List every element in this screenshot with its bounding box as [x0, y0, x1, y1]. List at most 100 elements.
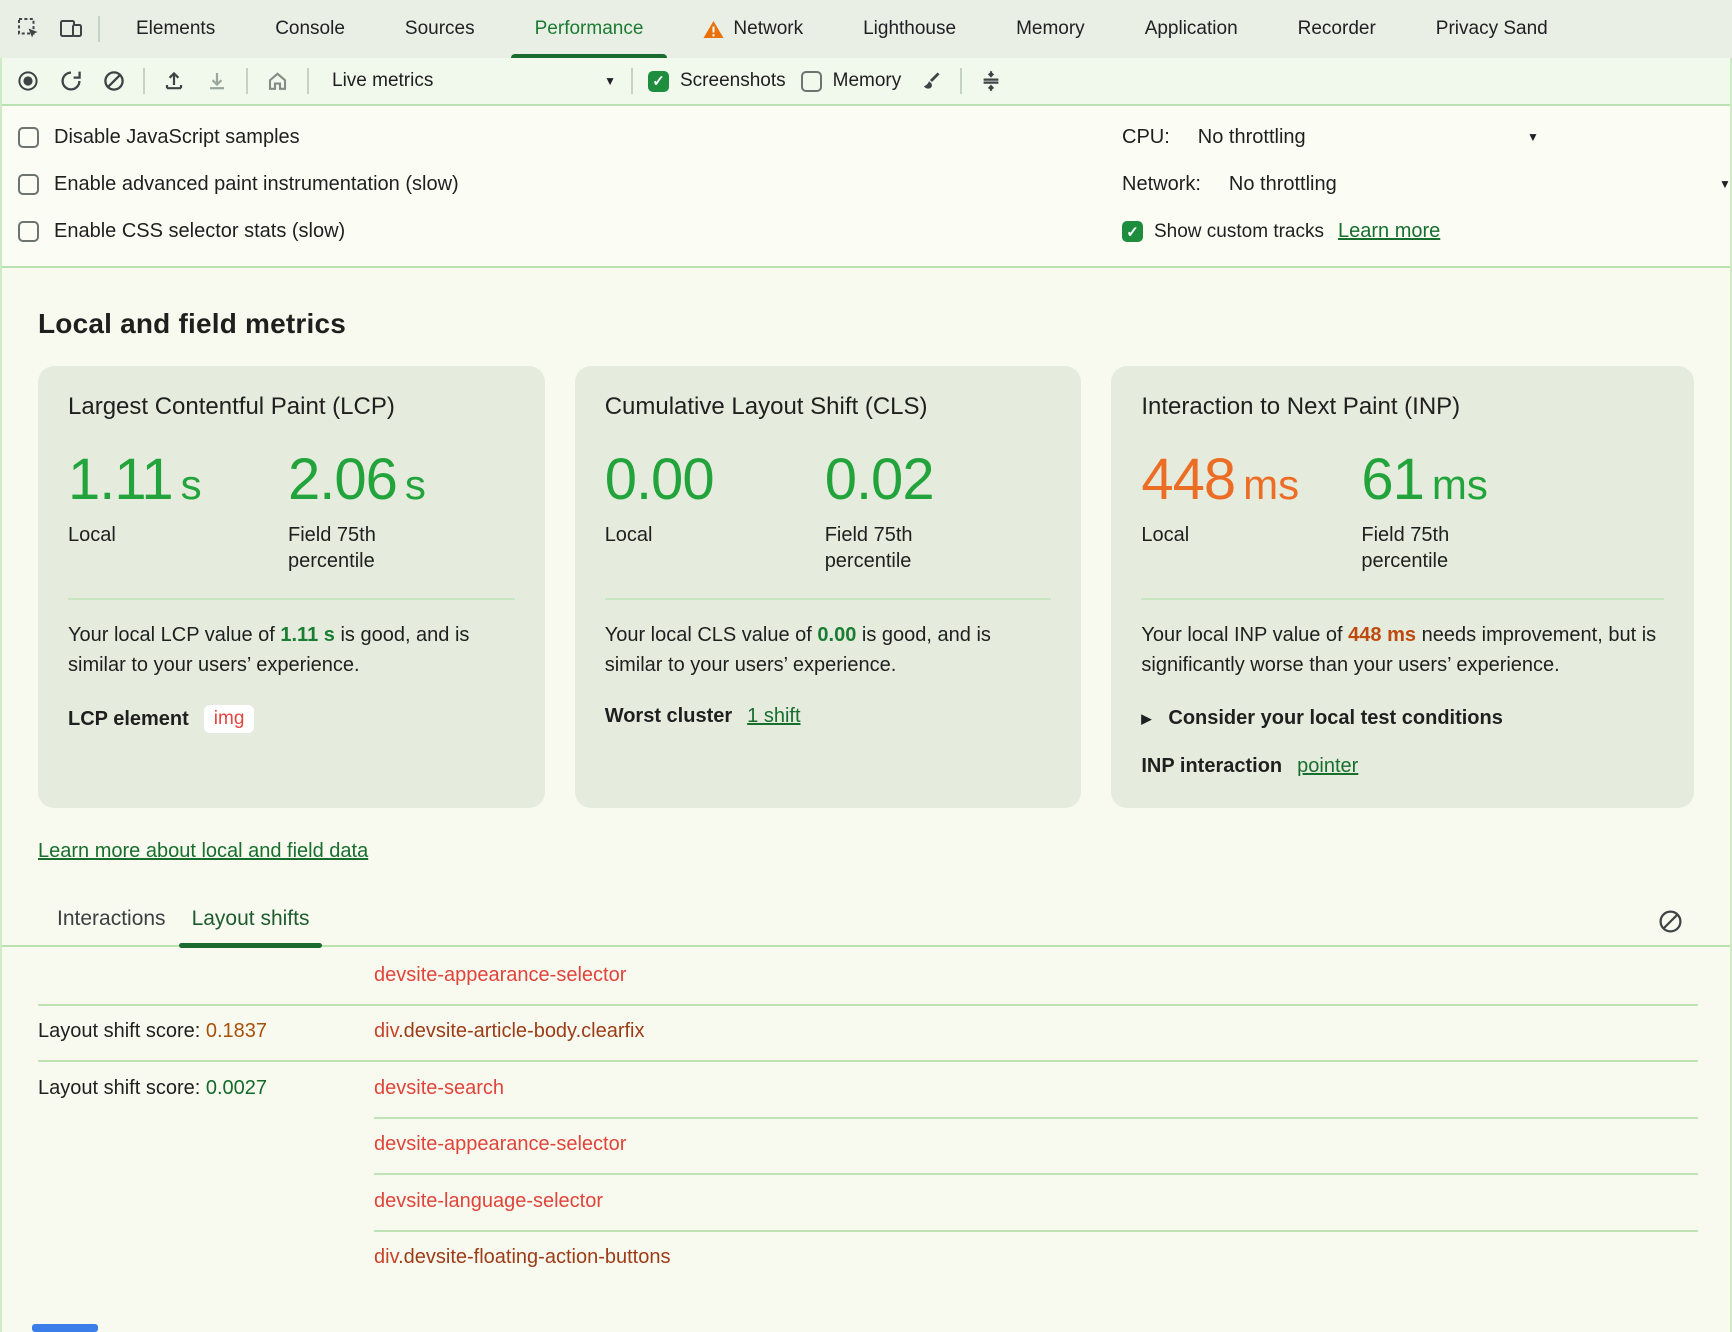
clear-recording-icon[interactable] — [100, 67, 128, 95]
logs-section: Interactions Layout shifts devsite-appea… — [2, 901, 1730, 1286]
tab-label: Sources — [405, 18, 475, 40]
lcp-element-link[interactable]: img — [204, 705, 255, 733]
desc-value: 1.11 s — [280, 624, 335, 646]
network-throttling-select[interactable]: Network: No throttling ▼ — [1122, 161, 1732, 208]
inp-interaction-row: INP interaction pointer — [1141, 755, 1664, 778]
lcp-element-row: LCP element img — [68, 705, 515, 733]
load-profile-icon[interactable] — [160, 67, 188, 95]
local-label: Local — [605, 522, 740, 548]
checkbox-checked-icon[interactable]: ✓ — [648, 71, 669, 92]
layout-shifts-table: devsite-appearance-selector Layout shift… — [2, 947, 1730, 1286]
screenshots-checkbox[interactable]: ✓ Screenshots — [648, 70, 786, 92]
screenshots-label: Screenshots — [680, 70, 786, 92]
tab-label: Layout shifts — [192, 907, 310, 930]
tab-layout-shifts[interactable]: Layout shifts — [179, 907, 323, 945]
tab-console[interactable]: Console — [245, 0, 375, 58]
shift-element-link[interactable]: devsite-appearance-selector — [374, 964, 626, 987]
shift-element-link[interactable]: devsite-language-selector — [374, 1190, 603, 1213]
gc-brush-icon[interactable] — [916, 67, 945, 96]
tab-lighthouse[interactable]: Lighthouse — [833, 0, 986, 58]
layout-shift-row: div.devsite-floating-action-buttons — [2, 1230, 1730, 1287]
shift-element-link[interactable]: div.devsite-floating-action-buttons — [374, 1246, 670, 1269]
score-value: 0.0027 — [206, 1077, 267, 1099]
custom-tracks-learn-more-link[interactable]: Learn more — [1338, 220, 1440, 243]
checkbox-unchecked-icon[interactable] — [18, 174, 39, 195]
shift-element-link[interactable]: div.devsite-article-body.clearfix — [374, 1020, 644, 1043]
layout-shift-row: devsite-appearance-selector — [2, 947, 1730, 1004]
cls-card-title: Cumulative Layout Shift (CLS) — [605, 393, 1052, 421]
devtools-window: Elements Console Sources Performance Net… — [0, 0, 1732, 1332]
cpu-label: CPU: — [1122, 126, 1170, 149]
tab-interactions[interactable]: Interactions — [44, 907, 179, 945]
checkbox-label: Enable CSS selector stats (slow) — [54, 220, 345, 243]
record-icon[interactable] — [14, 67, 42, 95]
field-label: Field 75th percentile — [288, 522, 423, 574]
tab-performance[interactable]: Performance — [505, 0, 674, 58]
tabbar-icon-group — [0, 0, 106, 58]
divider — [631, 68, 633, 94]
field-label: Field 75th percentile — [1361, 522, 1496, 574]
cls-field-value: 0.02 — [825, 446, 960, 513]
capture-settings: Disable JavaScript samples Enable advanc… — [2, 106, 1730, 268]
tab-label: Lighthouse — [863, 18, 956, 40]
tab-sources[interactable]: Sources — [375, 0, 505, 58]
shift-element-link[interactable]: devsite-appearance-selector — [374, 1133, 626, 1156]
show-custom-tracks-checkbox[interactable]: ✓ Show custom tracks — [1122, 221, 1324, 243]
local-label: Local — [1141, 522, 1276, 548]
layout-shift-row: devsite-appearance-selector — [2, 1117, 1730, 1174]
device-toolbar-icon[interactable] — [56, 14, 86, 44]
disclosure-label: Consider your local test conditions — [1168, 707, 1503, 730]
value: 448 — [1141, 447, 1235, 512]
tab-label: Privacy Sand — [1436, 18, 1548, 40]
desc-value: 0.00 — [817, 624, 856, 646]
memory-label: Memory — [833, 70, 902, 92]
panel-tabs: Elements Console Sources Performance Net… — [106, 0, 1578, 58]
chevron-down-icon: ▼ — [1527, 130, 1539, 144]
checkbox-unchecked-icon[interactable] — [801, 71, 822, 92]
cls-description: Your local CLS value of 0.00 is good, an… — [605, 620, 1052, 680]
tab-elements[interactable]: Elements — [106, 0, 245, 58]
inp-interaction-link[interactable]: pointer — [1297, 755, 1358, 778]
lcp-local-value: 1.11s — [68, 446, 288, 513]
desc-text: Your local INP value of — [1141, 624, 1348, 646]
checkbox-unchecked-icon[interactable] — [18, 221, 39, 242]
shift-score-cell: Layout shift score: 0.1837 — [2, 1020, 374, 1043]
cls-field-column: 0.02 Field 75th percentile — [825, 446, 960, 574]
history-dropdown[interactable]: Live metrics ▼ — [324, 70, 616, 92]
reload-and-record-icon[interactable] — [57, 67, 85, 95]
tab-memory[interactable]: Memory — [986, 0, 1115, 58]
cpu-throttling-select[interactable]: CPU: No throttling ▼ — [1122, 114, 1732, 161]
worst-cluster-link[interactable]: 1 shift — [747, 705, 800, 728]
local-test-conditions-disclosure[interactable]: ▶ Consider your local test conditions — [1141, 707, 1664, 730]
inp-values: 448ms Local 61ms Field 75th percentile — [1141, 446, 1664, 574]
live-metrics-view: Local and field metrics Largest Contentf… — [2, 268, 1730, 1332]
tab-network[interactable]: Network — [673, 0, 833, 58]
save-profile-icon[interactable] — [203, 67, 231, 95]
element-tag: div — [374, 1246, 398, 1268]
home-icon[interactable] — [263, 67, 292, 96]
chevron-down-icon: ▼ — [604, 74, 616, 88]
local-field-learn-more-link[interactable]: Learn more about local and field data — [38, 840, 368, 863]
cls-card: Cumulative Layout Shift (CLS) 0.00 Local… — [575, 366, 1082, 808]
checkbox-label: Disable JavaScript samples — [54, 126, 300, 149]
tab-privacy-sandbox[interactable]: Privacy Sand — [1406, 0, 1578, 58]
logs-tabs: Interactions Layout shifts — [2, 901, 1730, 947]
tab-application[interactable]: Application — [1115, 0, 1268, 58]
collapse-sidebar-icon[interactable] — [977, 67, 1005, 95]
element-name: devsite-appearance-selector — [374, 1133, 626, 1155]
clear-log-icon[interactable] — [1657, 908, 1684, 945]
element-name: devsite-appearance-selector — [374, 964, 626, 986]
memory-checkbox[interactable]: Memory — [801, 70, 902, 92]
shift-element-link[interactable]: devsite-search — [374, 1077, 504, 1100]
inspect-element-icon[interactable] — [14, 14, 44, 44]
custom-tracks-row: ✓ Show custom tracks Learn more — [1122, 208, 1732, 255]
divider — [246, 68, 248, 94]
divider — [98, 16, 100, 42]
checkbox-unchecked-icon[interactable] — [18, 127, 39, 148]
inp-field-column: 61ms Field 75th percentile — [1361, 446, 1496, 574]
tab-label: Network — [733, 18, 803, 40]
checkbox-checked-icon[interactable]: ✓ — [1122, 221, 1143, 242]
horizontal-scrollbar-thumb[interactable] — [32, 1324, 98, 1332]
tab-recorder[interactable]: Recorder — [1268, 0, 1406, 58]
lcp-local-column: 1.11s Local — [68, 446, 288, 574]
